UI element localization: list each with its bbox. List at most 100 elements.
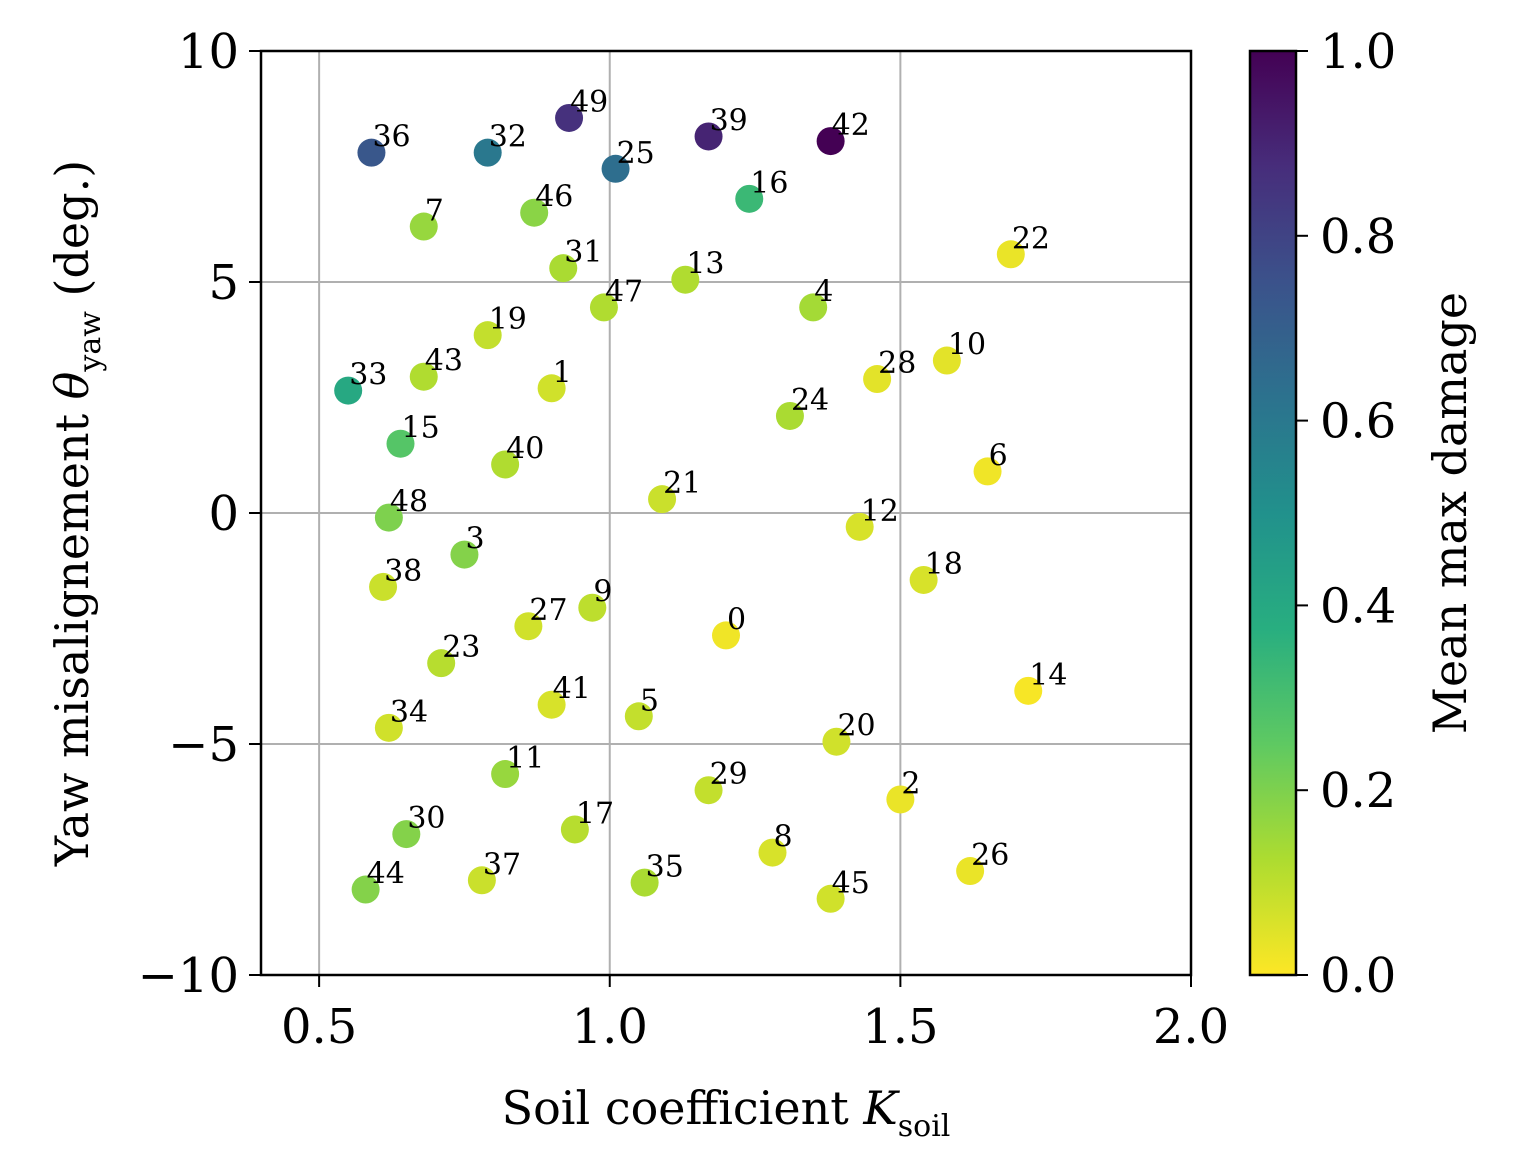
- point-label: 32: [489, 120, 527, 155]
- scatter-point: [822, 727, 851, 756]
- point-label: 38: [384, 554, 422, 589]
- x-axis-title: Soil coefficient Ksoil: [502, 1081, 951, 1144]
- scatter-point: [630, 868, 659, 897]
- point-label: 9: [593, 575, 612, 610]
- scatter-point: [863, 365, 892, 394]
- point-label: 17: [576, 796, 614, 831]
- scatter-point: [351, 875, 380, 904]
- scatter-point: [520, 198, 549, 227]
- scatter-point: [624, 702, 653, 731]
- point-label: 39: [710, 103, 748, 138]
- colorbar-tick-label: 0.4: [1320, 578, 1396, 634]
- y-tick-label: −5: [168, 717, 239, 773]
- scatter-point: [450, 540, 479, 569]
- scatter-point: [909, 565, 938, 594]
- point-label: 23: [442, 630, 480, 665]
- colorbar-tick-label: 0.6: [1320, 394, 1396, 450]
- point-label: 12: [861, 494, 899, 529]
- point-label: 0: [727, 602, 746, 637]
- point-label: 16: [750, 166, 788, 201]
- scatter-point: [886, 785, 915, 814]
- point-label: 13: [686, 247, 724, 282]
- scatter-point: [560, 815, 589, 844]
- scatter-point: [549, 254, 578, 283]
- point-label: 36: [372, 120, 410, 155]
- point-label: 10: [948, 328, 986, 363]
- point-label: 22: [1012, 221, 1050, 256]
- scatter-point: [555, 103, 584, 132]
- point-label: 48: [390, 485, 428, 520]
- point-label: 28: [878, 346, 916, 381]
- scatter-point: [392, 820, 421, 849]
- scatter-point: [845, 512, 874, 541]
- scatter-point: [589, 293, 618, 322]
- colorbar: [1248, 49, 1298, 977]
- point-label: 1: [553, 355, 572, 390]
- scatter-point: [334, 376, 363, 405]
- point-label: 21: [663, 466, 701, 501]
- point-label: 37: [483, 847, 521, 882]
- point-label: 19: [489, 302, 527, 337]
- y-tick-label: 0: [208, 486, 239, 542]
- scatter-point: [799, 293, 828, 322]
- point-label: 43: [425, 344, 463, 379]
- point-label: 6: [989, 438, 1008, 473]
- y-tick-label: −10: [138, 948, 239, 1004]
- scatter-point: [694, 776, 723, 805]
- point-label: 46: [535, 180, 573, 215]
- scatter-point: [758, 838, 787, 867]
- scatter-point: [409, 362, 438, 391]
- colorbar-tick-label: 0.0: [1320, 948, 1396, 1004]
- point-label: 45: [832, 866, 870, 901]
- point-label: 33: [349, 358, 387, 393]
- y-tick-label: 10: [178, 24, 239, 80]
- scatter-point: [671, 265, 700, 294]
- x-tick-label: 1.5: [862, 999, 938, 1055]
- scatter-point: [467, 866, 496, 895]
- scatter-point: [514, 612, 543, 641]
- scatter-point: [374, 503, 403, 532]
- scatter-point: [537, 690, 566, 719]
- point-label: 14: [1029, 658, 1067, 693]
- point-label: 26: [971, 838, 1009, 873]
- point-label: 2: [901, 766, 920, 801]
- point-label: 11: [506, 741, 544, 776]
- scatter-point: [648, 485, 677, 514]
- scatter-points: 0123456789101112131415161718192021222324…: [334, 85, 1067, 913]
- scatter-point: [1014, 676, 1043, 705]
- scatter-point: [996, 240, 1025, 269]
- point-label: 44: [367, 857, 405, 892]
- scatter-point: [578, 593, 607, 622]
- scatter-point: [491, 760, 520, 789]
- point-label: 49: [570, 85, 608, 120]
- scatter-point: [932, 346, 961, 375]
- point-label: 42: [832, 108, 870, 143]
- scatter-point: [473, 138, 502, 167]
- scatter-point: [473, 321, 502, 350]
- point-label: 35: [646, 850, 684, 885]
- colorbar-tick-label: 1.0: [1320, 24, 1396, 80]
- colorbar-ticks: 0.0 0.2 0.4 0.6 0.8 1.0: [1296, 24, 1396, 1004]
- point-label: 20: [837, 709, 875, 744]
- point-label: 31: [564, 235, 602, 270]
- scatter-point: [694, 122, 723, 151]
- point-label: 30: [407, 801, 445, 836]
- x-tick-label: 2.0: [1153, 999, 1229, 1055]
- point-label: 15: [402, 411, 440, 446]
- y-axis-title: Yaw misalignement θyaw (deg.): [45, 160, 108, 867]
- colorbar-tick-label: 0.2: [1320, 763, 1396, 819]
- scatter-point: [491, 450, 520, 479]
- point-label: 25: [617, 136, 655, 171]
- x-tick-label: 0.5: [281, 999, 357, 1055]
- scatter-point: [357, 138, 386, 167]
- x-tick-label: 1.0: [572, 999, 648, 1055]
- scatter-point: [735, 184, 764, 213]
- point-label: 34: [390, 695, 428, 730]
- point-label: 18: [925, 547, 963, 582]
- scatter-point: [775, 401, 804, 430]
- scatter-point: [816, 884, 845, 913]
- scatter-point: [956, 857, 985, 886]
